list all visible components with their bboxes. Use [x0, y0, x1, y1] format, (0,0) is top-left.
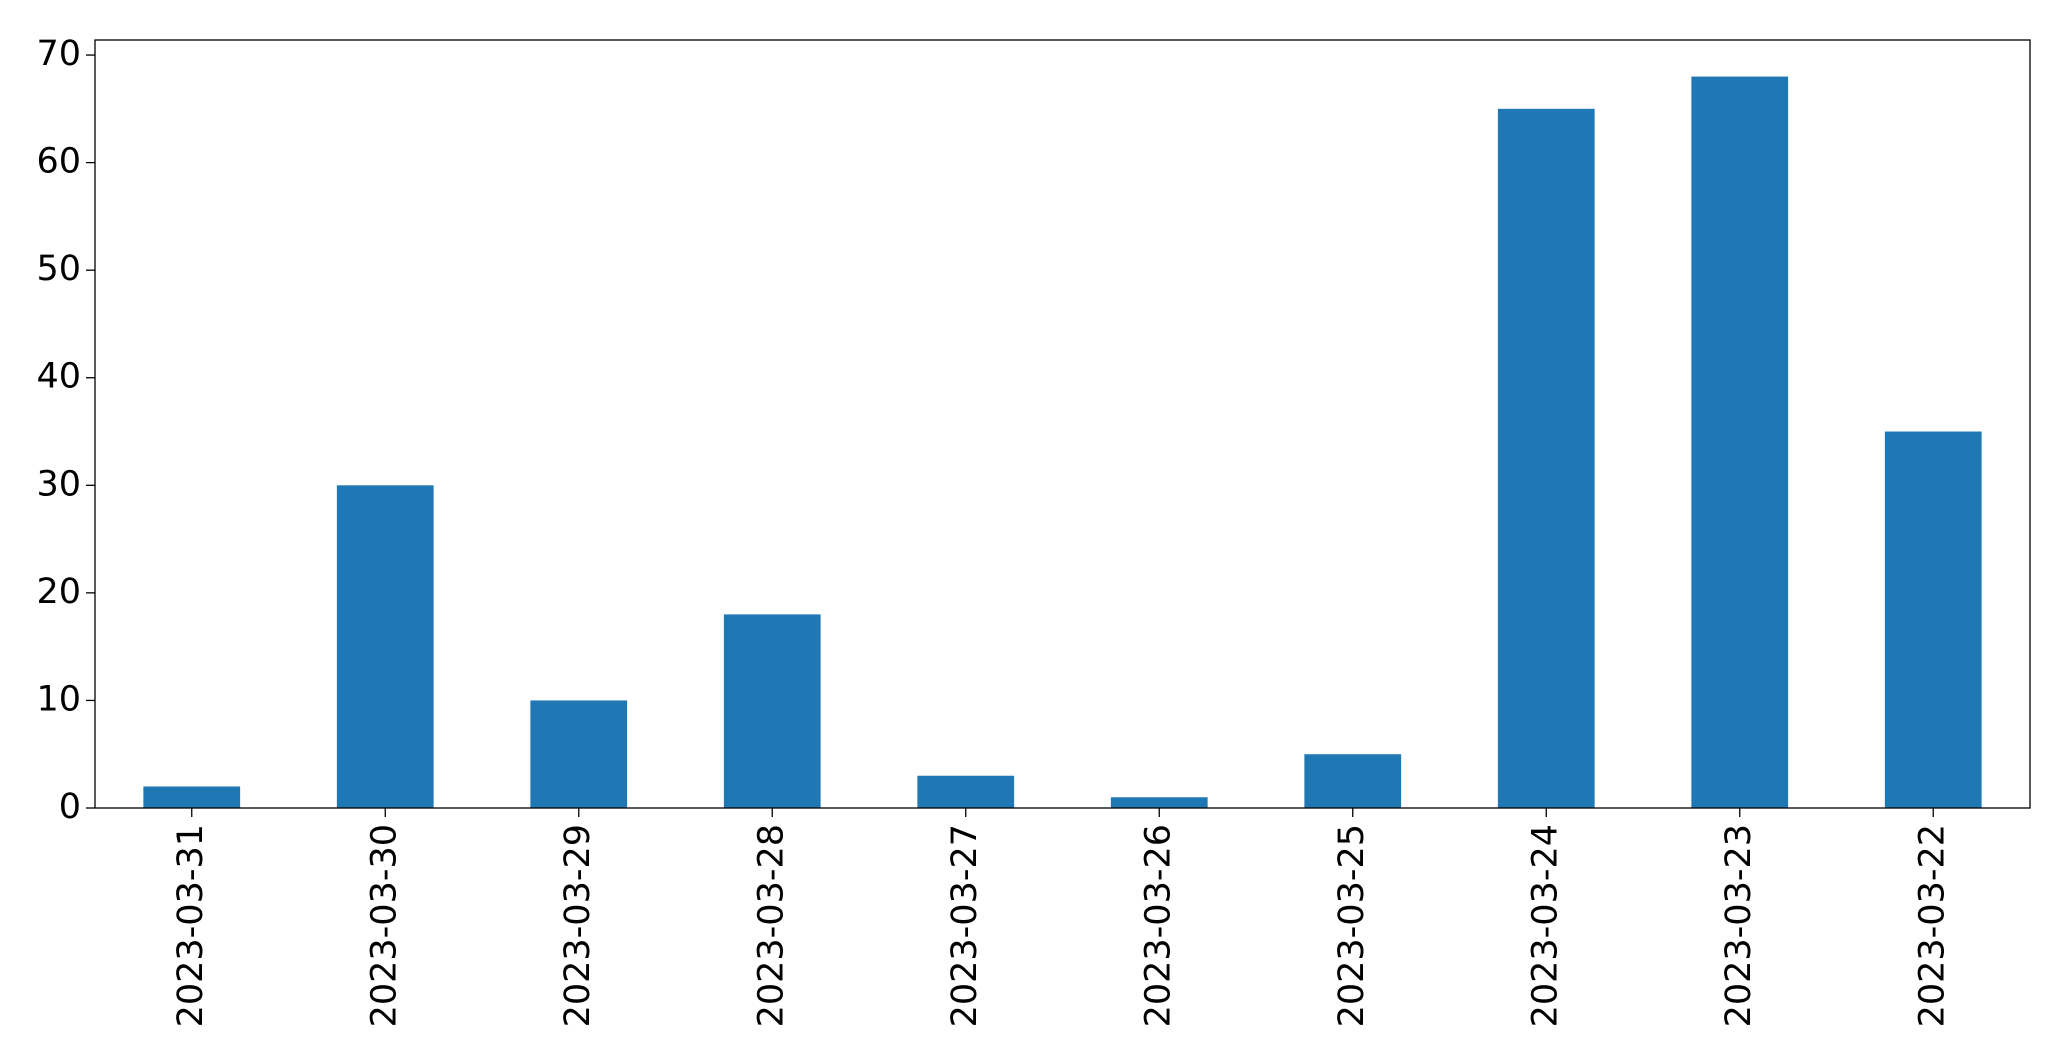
bar: [1304, 754, 1402, 808]
x-tick-label: 2023-03-25: [1332, 824, 1372, 1027]
y-tick-label: 20: [36, 572, 81, 612]
y-tick-label: 60: [36, 142, 81, 182]
y-tick-label: 70: [36, 34, 81, 74]
x-tick-label: 2023-03-27: [945, 824, 985, 1027]
y-tick-label: 30: [36, 464, 81, 504]
bar: [530, 700, 628, 808]
bar: [143, 786, 241, 808]
x-tick-label: 2023-03-24: [1525, 824, 1565, 1027]
plot-frame: [94, 39, 2031, 809]
y-tick-label: 0: [59, 787, 81, 827]
x-tick-label: 2023-03-22: [1912, 824, 1952, 1027]
x-tick-label: 2023-03-28: [751, 824, 791, 1027]
y-tick-label: 40: [36, 357, 81, 397]
y-tick-label: 50: [36, 249, 81, 289]
bar: [1110, 797, 1208, 808]
bar: [917, 775, 1015, 808]
x-tick-label: 2023-03-26: [1138, 824, 1178, 1027]
bar: [1884, 431, 1982, 808]
x-tick-label: 2023-03-23: [1719, 824, 1759, 1027]
bar: [723, 614, 821, 808]
bar: [336, 485, 434, 808]
bar: [1691, 76, 1789, 809]
x-tick-label: 2023-03-30: [364, 824, 404, 1027]
x-tick-label: 2023-03-29: [558, 824, 598, 1027]
y-tick-label: 10: [36, 679, 81, 719]
bar: [1497, 108, 1595, 809]
x-tick-label: 2023-03-31: [171, 824, 211, 1027]
